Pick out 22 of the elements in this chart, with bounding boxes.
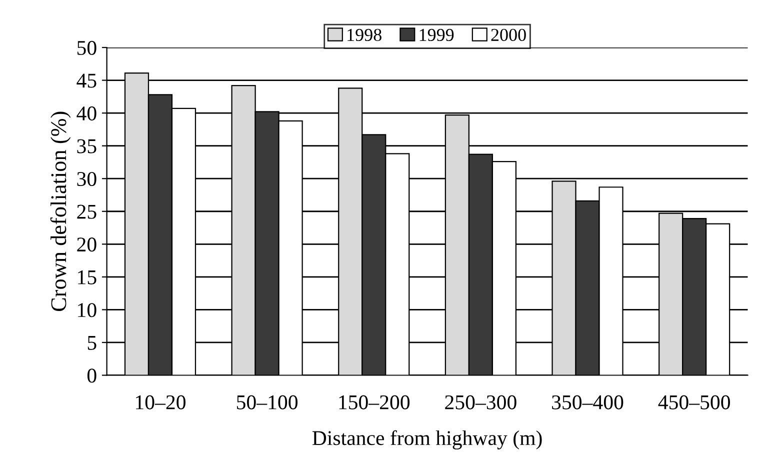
x-tick-label: 450–500 — [658, 395, 730, 410]
x-tick-label: 150–200 — [339, 395, 410, 410]
y-tick-label: 20 — [77, 238, 96, 252]
y-tick-label: 15 — [78, 270, 96, 284]
legend-label: 2000 — [491, 28, 526, 42]
y-tick-label: 5 — [88, 336, 96, 350]
y-tick-label: 40 — [76, 106, 96, 120]
y-tick-label: 50 — [77, 40, 96, 55]
y-tick-label: 0 — [87, 368, 96, 383]
x-tick-label: 250–300 — [445, 395, 516, 410]
x-tick-label: 50–100 — [237, 395, 298, 410]
legend-label: 1998 — [348, 28, 382, 42]
y-tick-label: 45 — [76, 74, 96, 88]
x-axis-title: Distance from highway (m) — [312, 430, 542, 450]
y-tick-label: 30 — [77, 172, 96, 186]
y-tick-label: 10 — [78, 303, 96, 318]
legend-label: 1999 — [420, 28, 454, 42]
y-tick-label: 35 — [77, 139, 96, 154]
y-axis-title: Crown defoliation (%) — [50, 112, 71, 312]
x-tick-label: 10–20 — [136, 395, 186, 410]
x-tick-label: 350–400 — [552, 395, 624, 410]
y-tick-label: 25 — [77, 204, 96, 219]
